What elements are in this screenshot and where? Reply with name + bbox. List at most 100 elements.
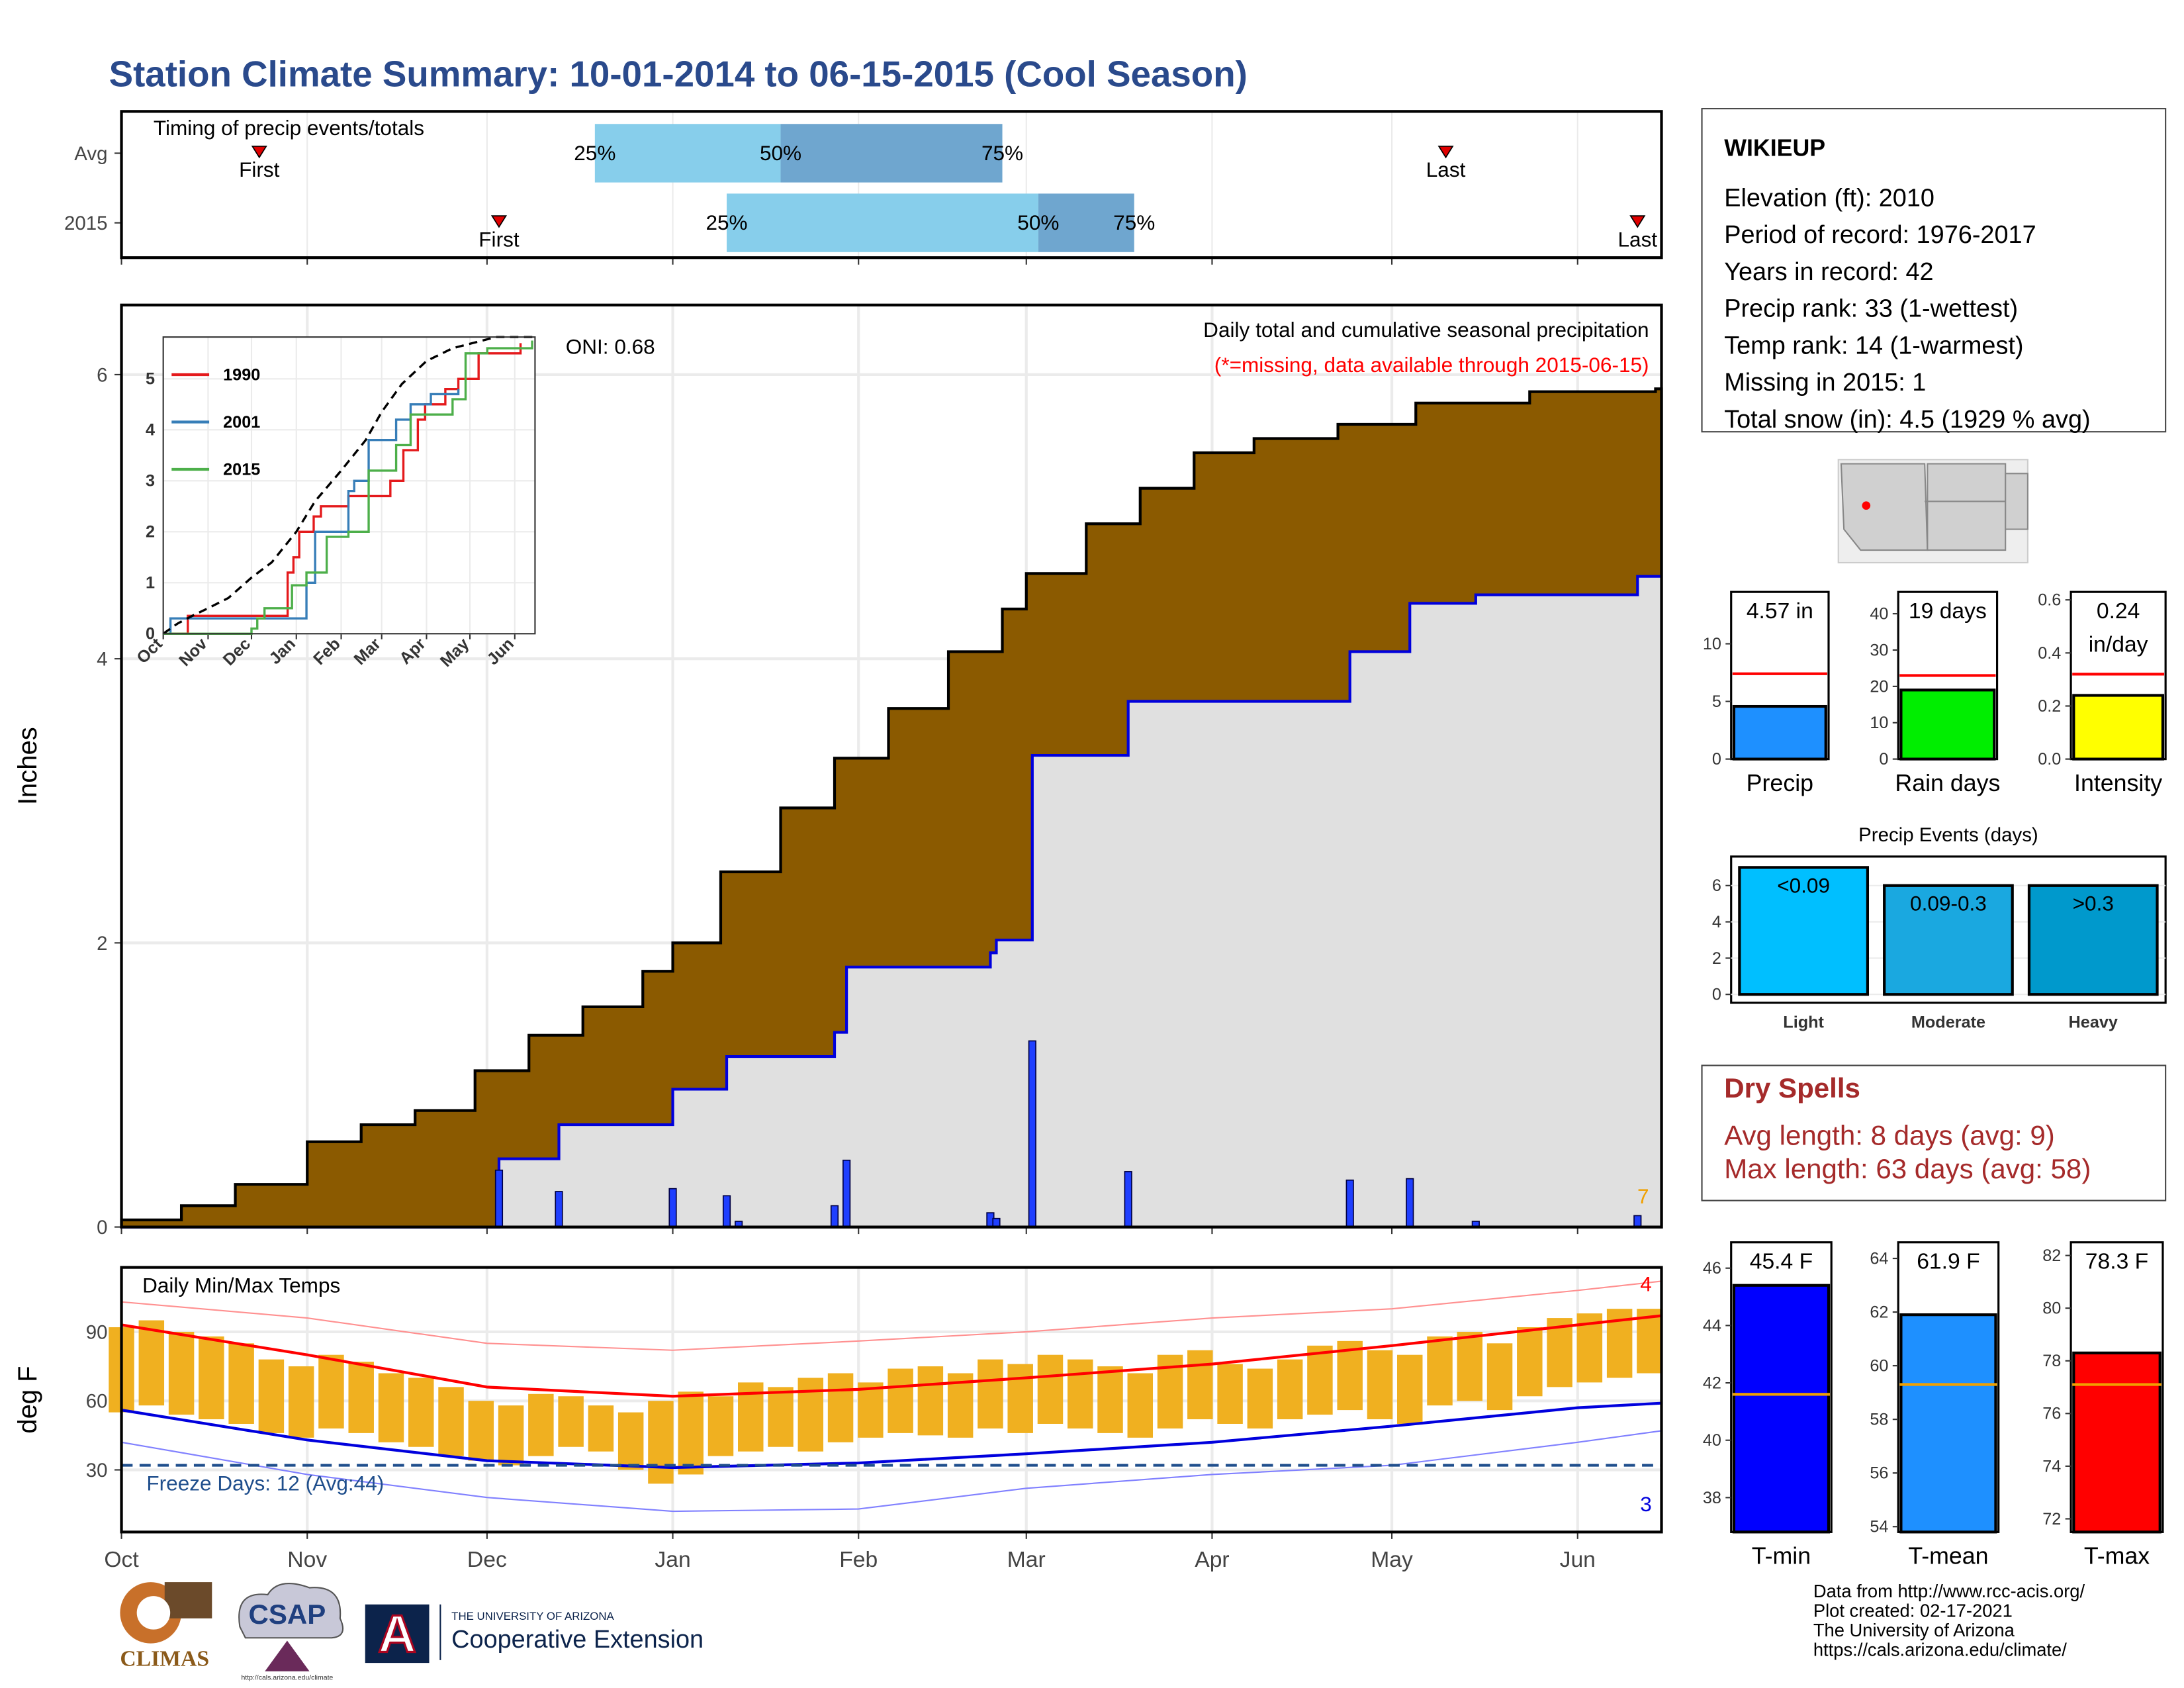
x-tick-label: Nov: [287, 1548, 327, 1572]
y-tick-label: 30: [1870, 641, 1888, 659]
timing-marker: [1437, 146, 1454, 159]
logos: CLIMAS CSAP http://cals.arizona.edu/clim…: [120, 1582, 704, 1681]
temp-range-bar: [1427, 1336, 1453, 1406]
station-line: Elevation (ft): 2010: [1724, 184, 1934, 212]
logo-csap: CSAP: [248, 1599, 326, 1630]
y-tick-label: 10: [1703, 635, 1721, 653]
annotation: 7: [1637, 1184, 1649, 1208]
station-box: [1701, 108, 2167, 433]
category-label: Rain days: [1895, 770, 2000, 796]
footer-line: The University of Arizona: [1813, 1620, 2015, 1640]
y-tick-label: 2: [1712, 949, 1721, 968]
cumulative-area: [121, 576, 1662, 1227]
y-tick-label: 90: [86, 1321, 108, 1343]
daily-precip-bar: [1124, 1171, 1132, 1228]
temp-range-bar: [318, 1354, 344, 1429]
temp-range-bar: [288, 1366, 314, 1438]
series-line: [163, 389, 460, 635]
daily-precip-bar: [1345, 1179, 1354, 1228]
daily-precip-bar: [1633, 1215, 1642, 1228]
y-tick-label: 62: [1870, 1303, 1888, 1322]
temp-range-bar: [978, 1359, 1003, 1429]
y-tick-label: 78: [2042, 1352, 2061, 1370]
x-tick-label: May: [1371, 1548, 1413, 1572]
x-tick-label: Jan: [655, 1548, 690, 1572]
y-tick-label: 60: [1870, 1357, 1888, 1376]
y-tick-label: 58: [1870, 1411, 1888, 1429]
y-tick-label: 82: [2042, 1246, 2061, 1265]
temp-range-bar: [917, 1366, 944, 1436]
annotation: ONI: 0.68: [566, 334, 655, 358]
record-high-line: [121, 1280, 1662, 1351]
daily-precip-bar: [1028, 1040, 1036, 1228]
quantile-bar: [780, 124, 1003, 183]
y-tick-label: 5: [146, 370, 155, 389]
y-tick-label: 64: [1870, 1249, 1888, 1268]
station-line: Years in record: 42: [1724, 258, 1933, 286]
quantile-label: 75%: [981, 141, 1023, 165]
quantile-bar: [727, 193, 1038, 252]
temp-range-bar: [1127, 1373, 1154, 1438]
temp-range-bar: [1517, 1327, 1543, 1397]
temp-range-bar: [1217, 1364, 1243, 1424]
temp-range-bar: [258, 1359, 285, 1433]
temp-range-bar: [797, 1378, 824, 1452]
y-tick-label: 0: [1879, 750, 1888, 769]
temp-range-bar: [408, 1378, 434, 1447]
temp-range-bar: [438, 1387, 464, 1456]
y-tick-label: 1: [146, 574, 155, 592]
y-tick-label: 4: [97, 649, 107, 671]
temp-range-bar: [678, 1391, 704, 1475]
bar: [2072, 1351, 2161, 1534]
y-tick-label: 2: [97, 933, 107, 955]
location-map: [1837, 459, 2028, 564]
temp-range-bar: [1396, 1354, 1423, 1424]
temp-range-bar: [168, 1331, 195, 1415]
y-tick-label: 72: [2042, 1510, 2061, 1528]
timing-marker: [251, 146, 267, 159]
y-tick-label: 6: [1712, 876, 1721, 895]
annotation: 3: [1640, 1492, 1652, 1516]
y-tick-label: 5: [1712, 692, 1721, 711]
temp-range-bar: [1068, 1359, 1093, 1429]
panel-border: [120, 303, 1663, 1229]
value-label: 61.9 F: [1917, 1250, 1979, 1274]
category-label: T-max: [2084, 1543, 2150, 1570]
record-low-line: [121, 1430, 1662, 1513]
legend-label: 1990: [223, 365, 260, 384]
bar: [1738, 866, 1870, 996]
quantile-label: 75%: [1113, 211, 1155, 234]
station-line: Period of record: 1976-2017: [1724, 221, 2036, 249]
panel-title: Timing of precip events/totals: [154, 116, 424, 140]
timing-label: First: [239, 158, 280, 181]
temp-range-bar: [588, 1405, 614, 1452]
y-tick-label: 10: [1870, 714, 1888, 732]
timing-marker: [1629, 215, 1646, 228]
y-tick-label: 0.4: [2038, 644, 2061, 663]
y-tick-label: 0: [97, 1217, 107, 1239]
category-label: Heavy: [2069, 1013, 2118, 1032]
dry-spells-line: Avg length: 8 days (avg: 9): [1724, 1119, 2055, 1150]
temp-range-bar: [558, 1396, 584, 1447]
y-tick-label: 44: [1703, 1317, 1721, 1335]
daily-precip-bar: [830, 1205, 839, 1228]
timing-label: Last: [1426, 158, 1466, 181]
y-tick-label: 4: [146, 421, 155, 440]
daily-precip-bar: [668, 1188, 677, 1228]
x-tick-label: Apr: [1195, 1548, 1229, 1572]
inset-border: [162, 336, 536, 635]
y-tick-label: 76: [2042, 1405, 2061, 1423]
temp-range-bar: [768, 1387, 794, 1447]
value-label: 45.4 F: [1750, 1250, 1813, 1274]
footer-line: Plot created: 02-17-2021: [1813, 1601, 2013, 1621]
y-axis-label: deg F: [13, 1366, 42, 1433]
station-line: Missing in 2015: 1: [1724, 369, 1926, 397]
series-line: [163, 340, 533, 635]
row-label: Avg: [74, 143, 107, 165]
temp-range-bar: [1307, 1345, 1333, 1415]
temp-range-bar: [1547, 1318, 1572, 1387]
dry-spells-title: Dry Spells: [1724, 1072, 1860, 1103]
temp-range-bar: [378, 1373, 404, 1442]
temp-range-bar: [707, 1396, 734, 1456]
daily-precip-bar: [722, 1195, 731, 1228]
